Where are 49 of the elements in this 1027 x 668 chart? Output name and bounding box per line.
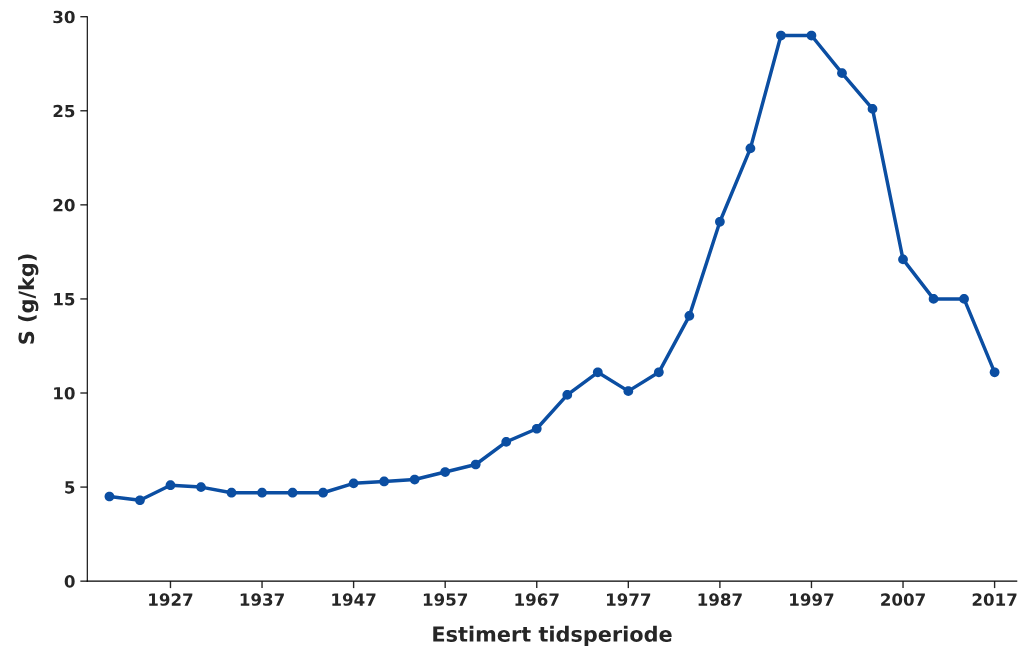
- point: [806, 30, 817, 41]
- x-tick-label: 1957: [423, 593, 468, 606]
- point: [959, 294, 969, 304]
- point: [745, 143, 756, 154]
- x-tick-label: 1967: [515, 593, 559, 606]
- point: [592, 367, 603, 378]
- x-tick-label: 1947: [332, 593, 376, 606]
- point: [379, 476, 389, 487]
- x-tick-label: 2017: [972, 593, 1017, 606]
- x-tick-label: 1987: [698, 593, 742, 606]
- x-tick-label: 1977: [607, 593, 651, 606]
- y-axis-title: S (g/kg): [18, 254, 39, 344]
- point: [348, 478, 359, 489]
- point: [440, 467, 451, 477]
- y-tick-label: 10: [54, 386, 75, 400]
- point: [226, 487, 237, 498]
- point: [898, 254, 908, 265]
- point: [409, 474, 420, 485]
- x-axis-title: Estimert tidsperiode: [433, 625, 672, 646]
- point: [776, 30, 786, 41]
- y-tick-label: 20: [53, 198, 75, 212]
- point: [715, 216, 725, 227]
- x-tick-label: 1997: [790, 593, 834, 606]
- y-tick-label: 25: [53, 104, 75, 118]
- point: [501, 437, 512, 447]
- point: [287, 487, 298, 498]
- x-tick-label: 1927: [149, 593, 193, 606]
- point: [562, 390, 573, 400]
- y-tick-label: 15: [54, 293, 75, 306]
- point: [135, 495, 145, 506]
- point: [257, 487, 267, 498]
- point: [867, 104, 878, 114]
- point: [165, 480, 176, 491]
- point: [653, 367, 664, 378]
- x-tick-label: 1937: [240, 593, 284, 606]
- point: [989, 367, 1000, 378]
- y-tick-label: 30: [53, 10, 75, 24]
- point: [104, 491, 115, 502]
- point: [684, 311, 695, 321]
- x-tick-label: 2007: [881, 593, 925, 606]
- point: [623, 386, 634, 396]
- point: [470, 459, 481, 470]
- point: [196, 482, 206, 492]
- point: [928, 294, 939, 304]
- y-tick-label: 5: [65, 481, 75, 494]
- point: [531, 423, 542, 434]
- point: [318, 487, 328, 498]
- point: [837, 68, 847, 79]
- y-tick-label: 0: [64, 575, 75, 588]
